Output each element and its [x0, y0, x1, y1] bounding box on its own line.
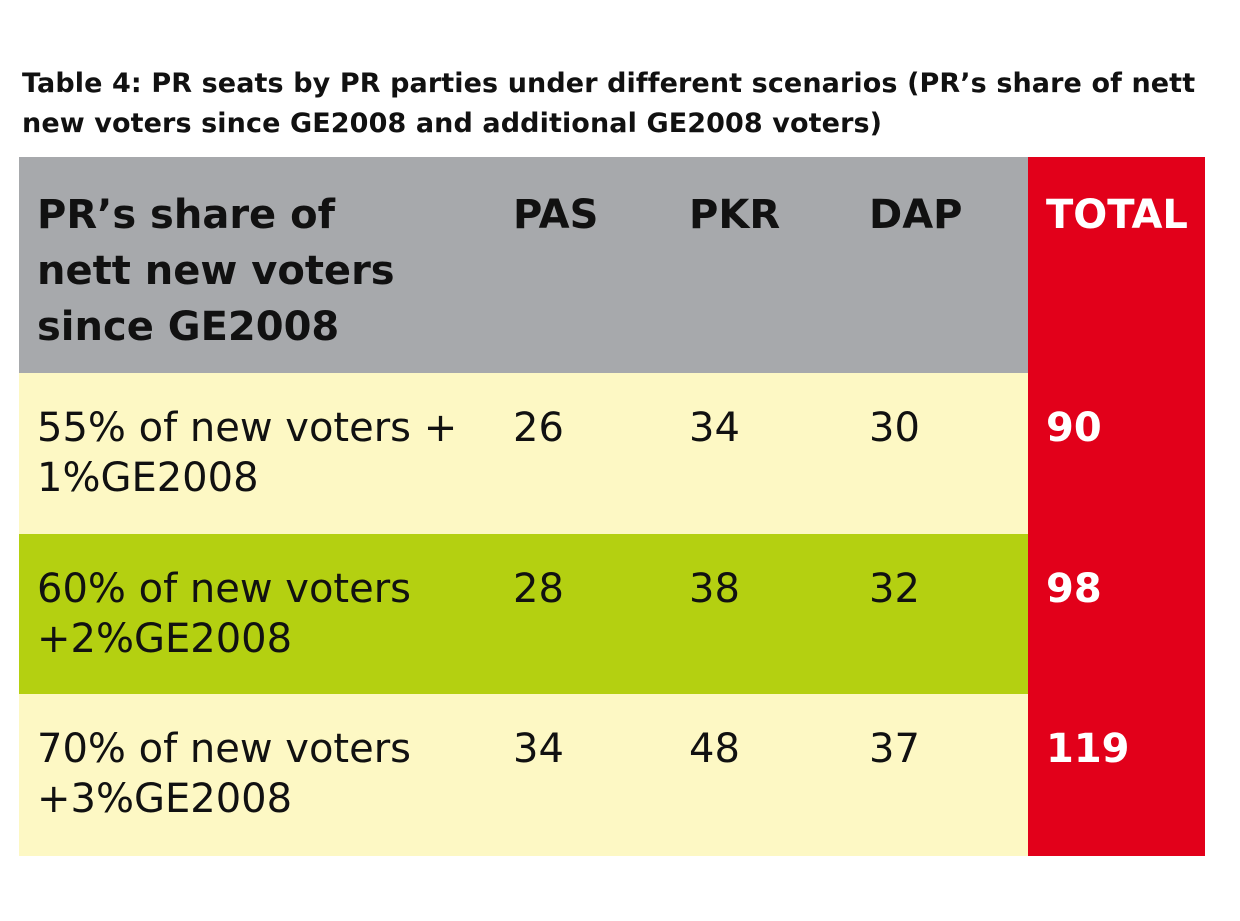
- table-row: 55% of new voters + 1%GE2008 26 34 30: [19, 373, 1205, 534]
- row-pas: 28: [513, 566, 564, 612]
- row-pas: 26: [513, 405, 564, 451]
- row-pas: 34: [513, 726, 564, 772]
- row-dap: 30: [869, 405, 920, 451]
- header-total: TOTAL: [1046, 192, 1188, 238]
- data-table: PR’s share of nett new voters since GE20…: [19, 157, 1205, 856]
- row-total: 119: [1046, 726, 1130, 772]
- row-dap: 37: [869, 726, 920, 772]
- row-pkr: 38: [689, 566, 740, 612]
- table-row: 70% of new voters +3%GE2008 34 48 37: [19, 694, 1205, 856]
- table-title: Table 4: PR seats by PR parties under di…: [22, 68, 1196, 139]
- row-total: 90: [1046, 405, 1102, 451]
- row-dap: 32: [869, 566, 920, 612]
- header-pas: PAS: [513, 192, 599, 238]
- total-column: TOTAL 90 98 119: [1028, 157, 1205, 856]
- row-pkr: 34: [689, 405, 740, 451]
- row-pkr: 48: [689, 726, 740, 772]
- header-dap: DAP: [869, 192, 963, 238]
- row-scenario: 55% of new voters + 1%GE2008: [37, 405, 458, 501]
- table-row: 60% of new voters +2%GE2008 28 38 32: [19, 534, 1205, 694]
- table-header-row: PR’s share of nett new voters since GE20…: [19, 157, 1205, 373]
- row-scenario: 70% of new voters +3%GE2008: [37, 726, 412, 822]
- header-scenario: PR’s share of nett new voters since GE20…: [37, 192, 395, 350]
- header-pkr: PKR: [689, 192, 781, 238]
- row-scenario: 60% of new voters +2%GE2008: [37, 566, 412, 662]
- row-total: 98: [1046, 566, 1102, 612]
